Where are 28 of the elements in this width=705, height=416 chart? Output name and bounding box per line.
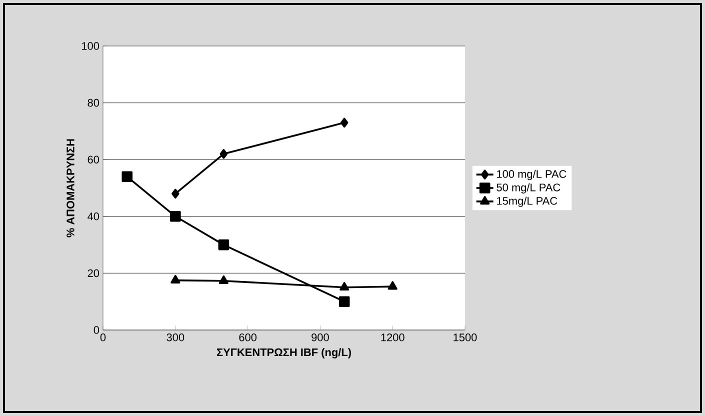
point [122, 171, 133, 182]
point [170, 274, 180, 284]
point [172, 188, 180, 199]
x-tick-label: 600 [239, 334, 257, 342]
x-tick-label: 900 [312, 334, 329, 342]
point [340, 282, 350, 291]
y-tick-label: 0 [94, 326, 100, 334]
legend-label: 15mg/L PAC [497, 196, 558, 207]
legend-label: 50 mg/L PAC [496, 183, 560, 194]
y-tick-label: 40 [88, 212, 100, 220]
legend-label: 100 mg/L PAC [497, 170, 566, 180]
point [388, 281, 398, 290]
y-axis-title: % ΑΠΟΜΑΚΡΥΝΣΗ [66, 139, 74, 238]
y-tick-label: 80 [88, 98, 100, 107]
x-tick-label: 0 [100, 334, 106, 342]
y-tick-label: 100 [82, 42, 100, 50]
y-tick-label: 20 [88, 269, 100, 278]
x-axis-title: ΣΥΓΚΕΝΤΡΩΣΗ IBF (ng/L) [216, 348, 351, 358]
point [340, 118, 348, 128]
x-tick-label: 300 [166, 334, 184, 342]
point [220, 149, 228, 159]
point [218, 239, 230, 250]
point [218, 275, 228, 284]
y-tick-label: 60 [88, 156, 100, 164]
x-tick-label: 1500 [454, 334, 477, 342]
x-tick-label: 1200 [381, 334, 404, 342]
point [338, 296, 350, 307]
point [170, 211, 181, 222]
